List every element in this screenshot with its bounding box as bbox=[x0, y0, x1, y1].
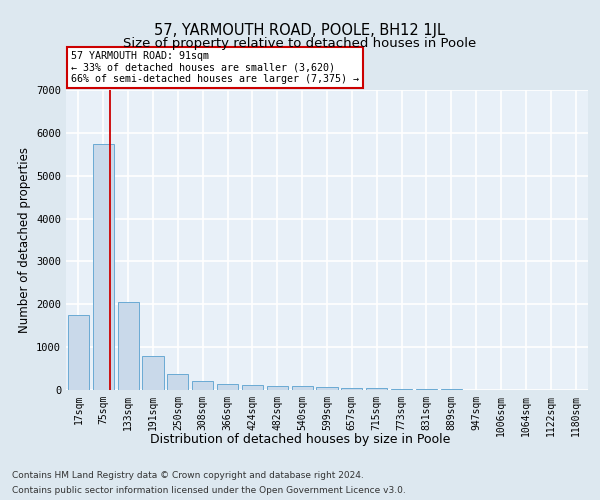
Text: 57 YARMOUTH ROAD: 91sqm
← 33% of detached houses are smaller (3,620)
66% of semi: 57 YARMOUTH ROAD: 91sqm ← 33% of detache… bbox=[71, 51, 359, 84]
Bar bbox=[68, 315, 89, 390]
Bar bbox=[416, 389, 437, 390]
Bar bbox=[93, 144, 114, 390]
Bar bbox=[217, 384, 238, 390]
Bar bbox=[118, 302, 139, 390]
Text: 57, YARMOUTH ROAD, POOLE, BH12 1JL: 57, YARMOUTH ROAD, POOLE, BH12 1JL bbox=[155, 22, 445, 38]
Y-axis label: Number of detached properties: Number of detached properties bbox=[17, 147, 31, 333]
Bar bbox=[142, 356, 164, 390]
Bar bbox=[341, 388, 362, 390]
Text: Size of property relative to detached houses in Poole: Size of property relative to detached ho… bbox=[124, 38, 476, 51]
Bar bbox=[267, 386, 288, 390]
Bar bbox=[391, 388, 412, 390]
Text: Contains public sector information licensed under the Open Government Licence v3: Contains public sector information licen… bbox=[12, 486, 406, 495]
Bar bbox=[292, 386, 313, 390]
Text: Distribution of detached houses by size in Poole: Distribution of detached houses by size … bbox=[150, 432, 450, 446]
Bar bbox=[366, 388, 387, 390]
Text: Contains HM Land Registry data © Crown copyright and database right 2024.: Contains HM Land Registry data © Crown c… bbox=[12, 471, 364, 480]
Bar bbox=[242, 386, 263, 390]
Bar bbox=[192, 381, 213, 390]
Bar bbox=[167, 374, 188, 390]
Bar bbox=[316, 387, 338, 390]
